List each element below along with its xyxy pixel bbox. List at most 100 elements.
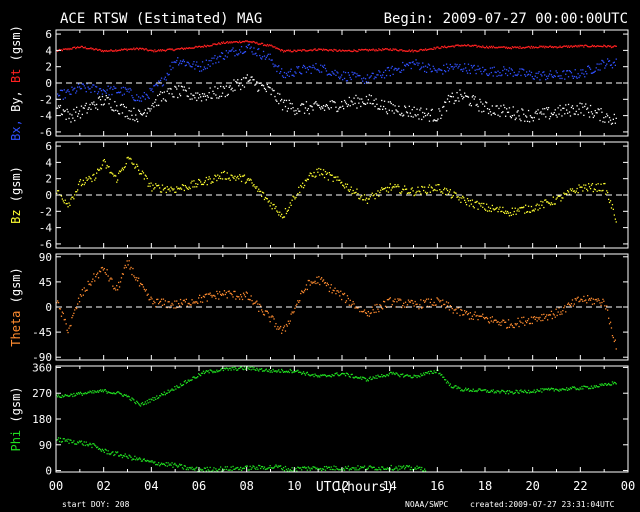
data-point (300, 184, 302, 187)
data-point (172, 49, 174, 51)
data-point (336, 372, 338, 374)
data-point (270, 44, 272, 46)
data-point (486, 74, 489, 76)
y-tick-label: 4 (45, 44, 52, 57)
data-point (553, 390, 555, 392)
data-point (76, 307, 78, 310)
data-point (62, 48, 64, 50)
data-point (204, 180, 206, 182)
data-point (147, 50, 149, 52)
data-point (82, 107, 84, 109)
data-point (289, 70, 291, 73)
data-point (62, 438, 64, 440)
data-point (374, 377, 376, 379)
data-point (463, 96, 465, 98)
data-point (126, 396, 128, 398)
data-point (589, 46, 592, 48)
data-point (164, 99, 166, 101)
data-point (190, 93, 192, 95)
data-point (603, 183, 605, 185)
data-point (411, 300, 413, 302)
data-point (89, 47, 91, 50)
data-point (340, 76, 342, 78)
data-point (86, 444, 88, 446)
data-point (126, 157, 128, 159)
data-point (448, 191, 451, 193)
data-point (114, 174, 116, 177)
data-point (125, 394, 127, 396)
data-point (139, 282, 142, 285)
data-point (129, 268, 131, 270)
data-point (418, 308, 420, 310)
data-point (223, 367, 226, 369)
data-point (237, 296, 239, 298)
data-point (464, 44, 466, 46)
data-point (424, 374, 426, 376)
data-point (200, 469, 203, 471)
data-point (432, 304, 434, 306)
data-point (347, 72, 349, 74)
data-point (185, 64, 187, 66)
data-point (554, 203, 556, 205)
data-point (333, 176, 335, 178)
data-point (226, 172, 228, 174)
data-point (491, 204, 493, 207)
data-point (432, 120, 434, 122)
data-point (275, 99, 277, 101)
data-point (89, 177, 91, 179)
data-point (613, 340, 615, 343)
data-point (217, 56, 219, 58)
data-point (544, 199, 546, 201)
data-point (56, 107, 58, 109)
data-point (145, 175, 147, 177)
data-point (360, 105, 362, 108)
data-point (175, 307, 177, 309)
data-point (377, 108, 379, 110)
data-point (79, 391, 82, 393)
data-point (308, 49, 310, 51)
data-point (317, 171, 319, 173)
data-point (155, 50, 157, 53)
data-point (482, 66, 484, 69)
data-point (122, 273, 124, 275)
data-point (214, 174, 216, 176)
data-point (518, 71, 520, 73)
data-point (563, 70, 565, 72)
data-point (558, 307, 560, 309)
data-point (85, 91, 87, 93)
data-point (84, 182, 86, 184)
data-point (259, 303, 261, 306)
data-point (404, 65, 407, 67)
data-point (213, 370, 215, 373)
data-point (181, 86, 184, 88)
data-point (86, 83, 88, 85)
data-point (70, 439, 72, 441)
data-point (253, 79, 255, 81)
data-point (590, 184, 593, 186)
data-point (144, 109, 146, 111)
data-point (91, 446, 93, 449)
data-point (313, 466, 315, 468)
data-point (407, 375, 410, 377)
data-point (538, 118, 540, 120)
data-point (440, 300, 442, 302)
data-point (290, 313, 292, 315)
data-point (411, 49, 413, 51)
data-point (333, 101, 335, 103)
data-point (430, 48, 432, 50)
data-point (350, 186, 352, 188)
data-point (264, 369, 267, 371)
data-point (471, 390, 473, 392)
data-point (578, 108, 580, 110)
data-point (434, 371, 436, 374)
data-point (171, 188, 173, 190)
y-axis-label-part: Phi (9, 430, 23, 452)
data-point (430, 298, 432, 300)
data-point (534, 318, 536, 320)
data-point (279, 72, 281, 74)
data-point (513, 71, 515, 74)
data-point (383, 468, 386, 470)
data-point (130, 399, 132, 402)
data-point (539, 112, 541, 114)
data-point (604, 121, 606, 123)
